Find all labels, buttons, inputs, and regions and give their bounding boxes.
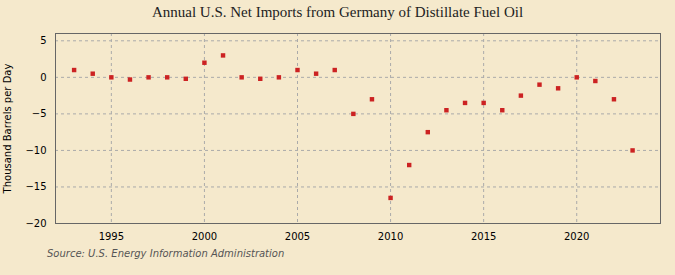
svg-text:−20: −20 xyxy=(25,218,46,229)
svg-text:−5: −5 xyxy=(32,108,47,119)
svg-text:−15: −15 xyxy=(25,181,46,192)
svg-text:5: 5 xyxy=(40,35,46,46)
html-text:Source: U.S. Energy Informatio: Source: U.S. Energy Information Administ… xyxy=(47,248,285,259)
svg-text:1995: 1995 xyxy=(99,231,124,242)
svg-text:Thousand Barrels per Day: Thousand Barrels per Day xyxy=(2,64,13,195)
svg-text:2020: 2020 xyxy=(564,231,589,242)
svg-text:2005: 2005 xyxy=(285,231,310,242)
svg-text:0: 0 xyxy=(40,72,46,83)
svg-text:2010: 2010 xyxy=(378,231,403,242)
html-text:Annual U.S. Net Imports from G: Annual U.S. Net Imports from Germany of … xyxy=(151,4,524,20)
svg-text:−10: −10 xyxy=(25,145,46,156)
svg-text:2000: 2000 xyxy=(192,231,217,242)
svg-text:2015: 2015 xyxy=(471,231,496,242)
